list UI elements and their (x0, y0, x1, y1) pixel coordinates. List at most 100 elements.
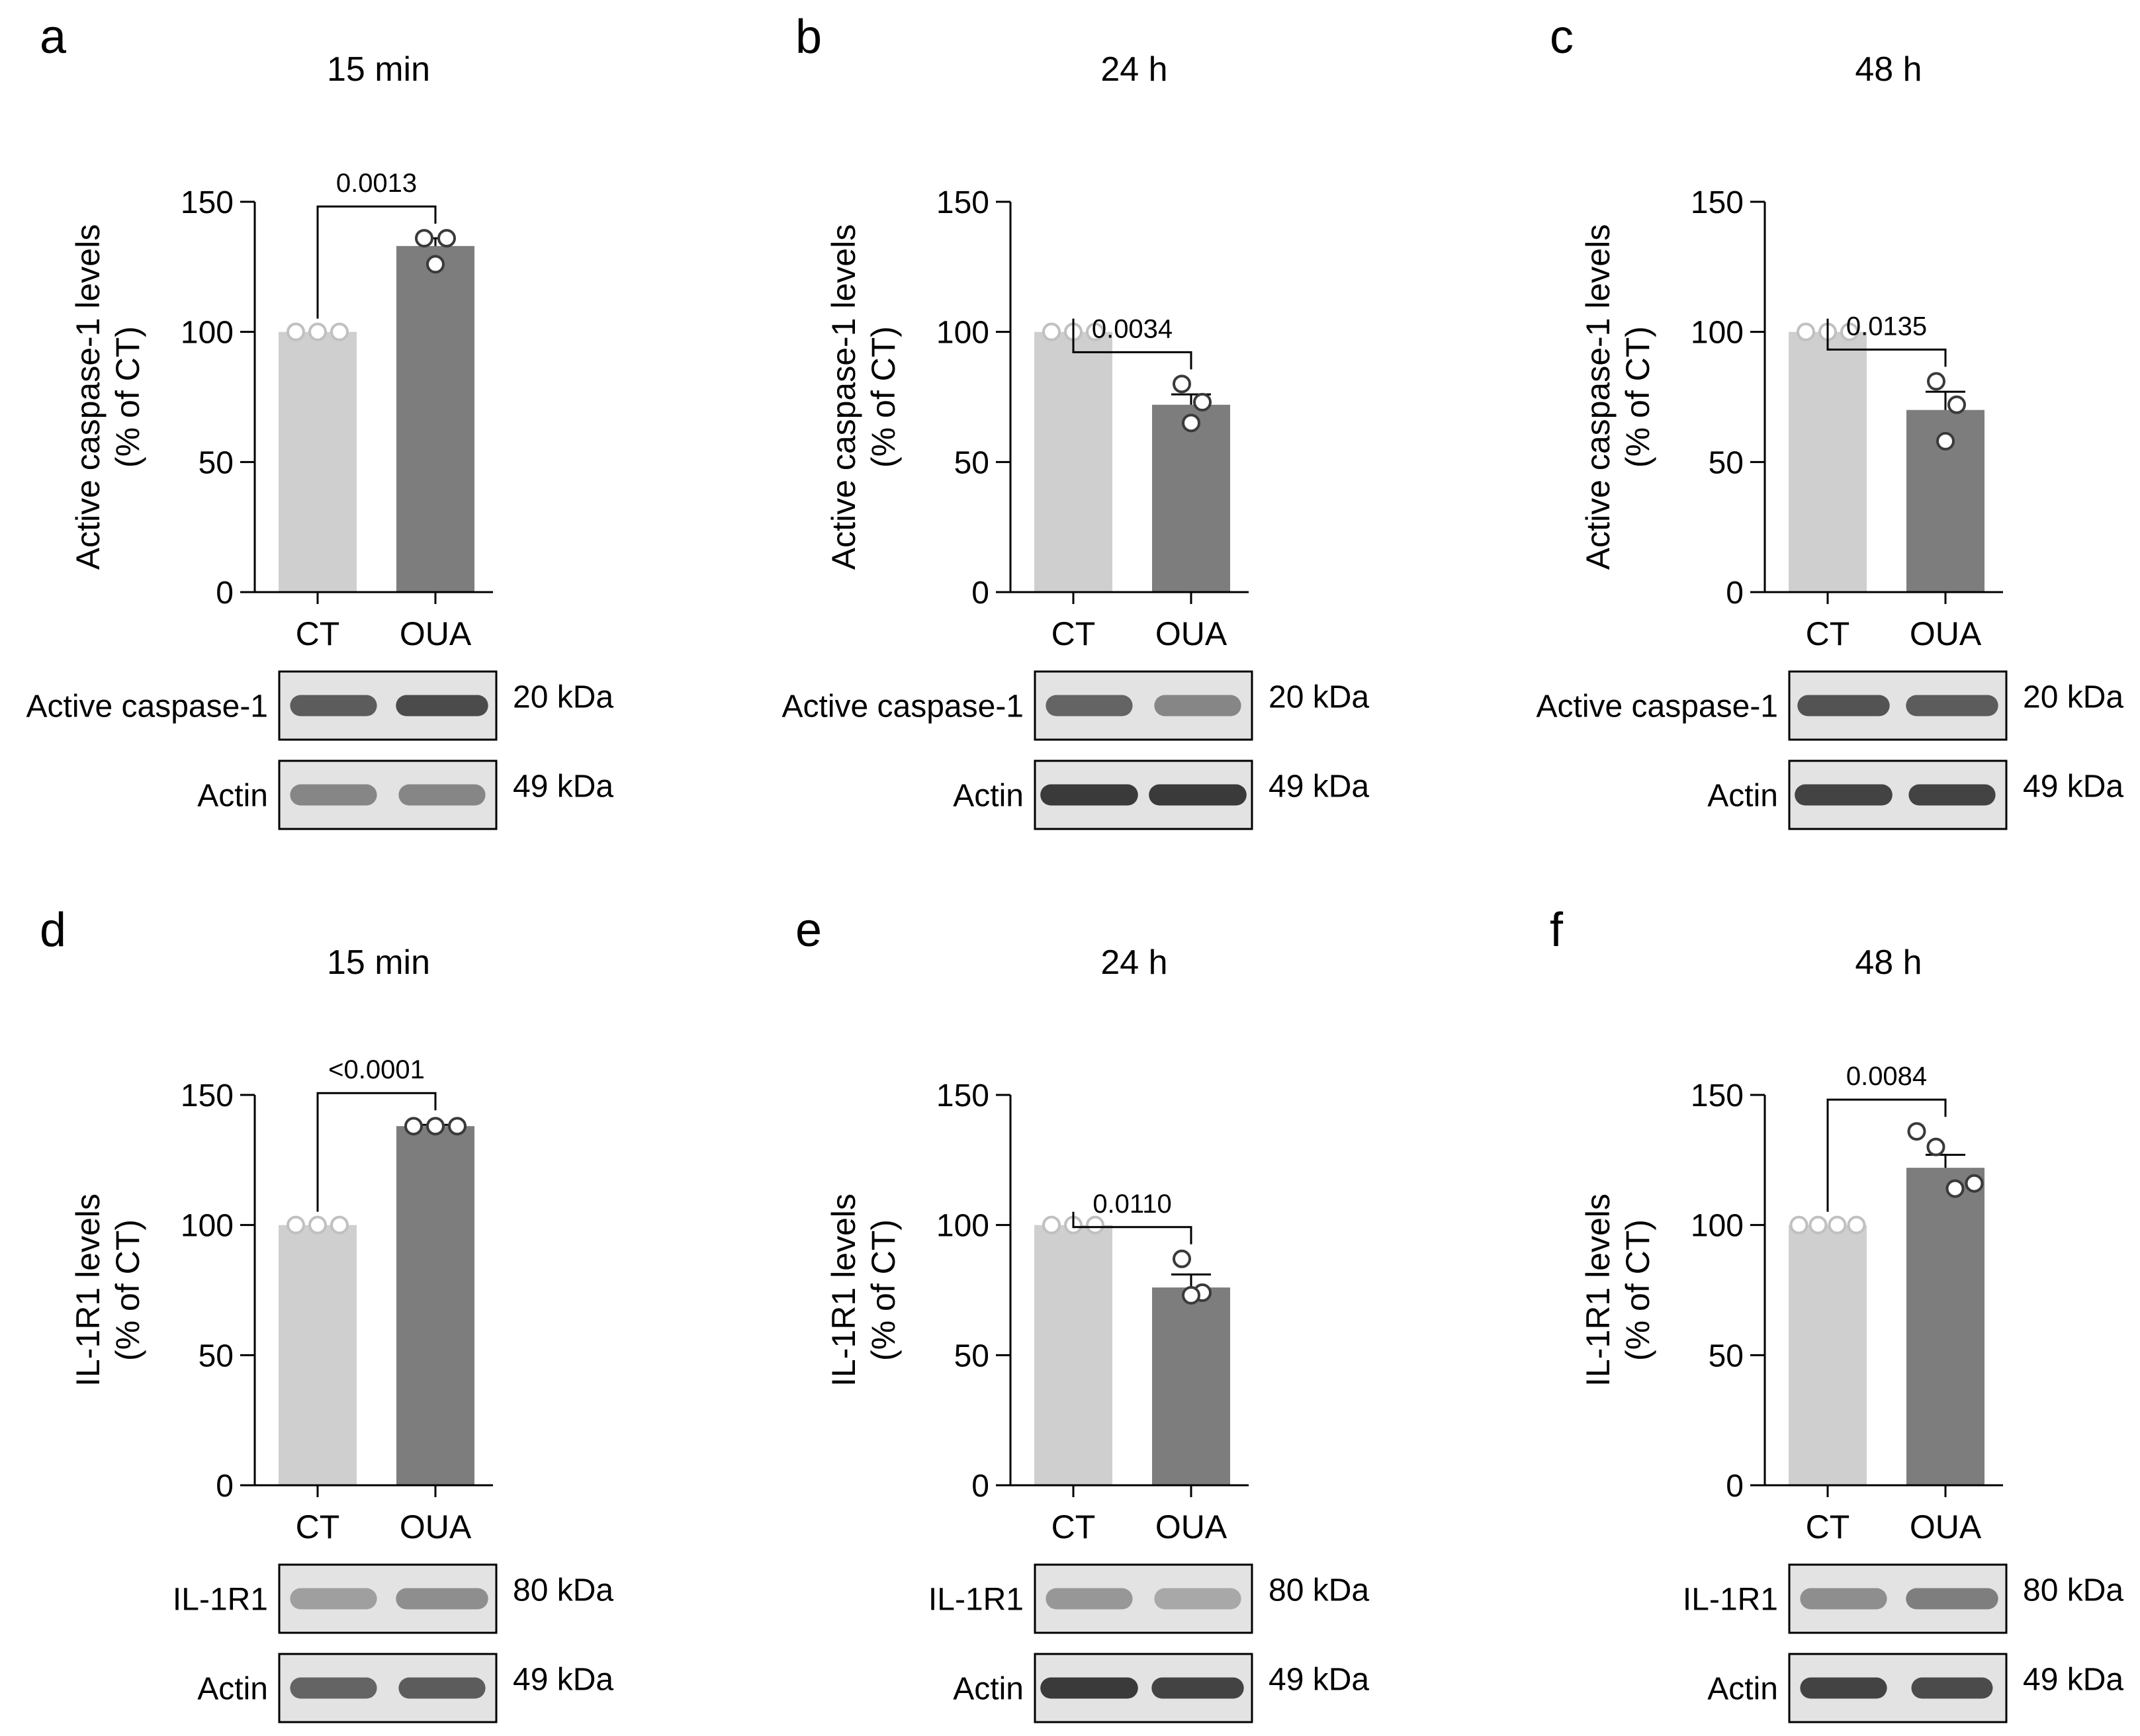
bar-ct (1789, 331, 1867, 592)
blot-strip (1034, 1563, 1253, 1634)
data-point (1808, 1215, 1828, 1235)
x-tick-label: CT (1806, 1508, 1850, 1545)
y-axis-label-line: (% of CT) (109, 1219, 146, 1361)
data-point (1042, 322, 1061, 341)
panel-c: c 48 h Active caspase-1 levels(% of CT) 0 50… (1536, 11, 2123, 830)
y-tick-label: 50 (954, 1338, 989, 1373)
data-point (426, 1117, 445, 1136)
data-point (1947, 395, 1966, 414)
data-point (1847, 1215, 1866, 1235)
panel-e: e 24 h IL-1R1 levels(% of CT) 0 50 100 150 CT OU… (795, 904, 1369, 1723)
data-point (330, 1215, 349, 1235)
blot-label: Actin (1707, 779, 1778, 814)
y-axis-label: Active caspase-1 levels(% of CT) (825, 224, 902, 570)
data-point (1927, 372, 1945, 391)
x-tick-label: OUA (1910, 1508, 1982, 1545)
y-tick-label: 150 (1691, 185, 1744, 220)
blot-band (290, 1677, 377, 1699)
panel-f: f 48 h IL-1R1 levels(% of CT) 0 50 100 150 CT OU… (1550, 904, 2123, 1723)
blot-label: Active caspase-1 (1536, 689, 1778, 724)
y-tick-label: 0 (1726, 1469, 1744, 1504)
y-tick-label: 100 (181, 1209, 234, 1244)
blot-size: 20 kDa (1269, 680, 1369, 715)
x-tick-label: CT (296, 615, 340, 652)
y-axis-label-line: Active caspase-1 levels (69, 224, 107, 570)
data-point (1086, 322, 1104, 341)
panel-title: 24 h (1100, 50, 1167, 89)
blot-size: 80 kDa (1269, 1573, 1369, 1608)
y-axis-label-line: IL-1R1 levels (825, 1194, 862, 1387)
blot-label: Actin (1707, 1672, 1778, 1707)
data-point (415, 229, 433, 248)
blot-size: 49 kDa (513, 1663, 613, 1698)
blot-size: 49 kDa (2023, 1663, 2123, 1698)
y-tick-label: 100 (1691, 316, 1744, 351)
blot-size: 49 kDa (1269, 769, 1369, 804)
y-axis-label-line: IL-1R1 levels (1580, 1194, 1617, 1387)
data-point (426, 255, 445, 274)
p-value: 0.0110 (1092, 1190, 1171, 1219)
blot-band (396, 695, 488, 716)
blot-band (1154, 1588, 1241, 1610)
x-tick-label: OUA (400, 1508, 472, 1545)
bar-ct (1034, 1225, 1112, 1485)
x-tick-label: OUA (400, 615, 472, 652)
bar-ct (279, 1225, 357, 1485)
blot-label: Active caspase-1 (26, 689, 268, 724)
panel-title: 15 min (327, 50, 430, 89)
blot-band (1800, 1588, 1887, 1610)
y-tick-label: 0 (971, 576, 989, 611)
y-axis-label: IL-1R1 levels(% of CT) (825, 1194, 902, 1387)
significance-bracket (316, 205, 437, 319)
blot-size: 49 kDa (2023, 769, 2123, 804)
blot-band (398, 784, 486, 806)
bar-oua (396, 1126, 474, 1485)
blot-label: Actin (197, 779, 268, 814)
y-tick-label: 100 (1691, 1209, 1744, 1244)
y-axis-label-line: (% of CT) (865, 326, 902, 468)
blot-label: Actin (953, 1672, 1024, 1707)
data-point (1945, 1179, 1965, 1198)
data-point (287, 1215, 305, 1235)
y-tick-label: 150 (181, 185, 234, 220)
y-axis-label-line: (% of CT) (865, 1219, 902, 1361)
y-axis-label: Active caspase-1 levels(% of CT) (1580, 224, 1656, 570)
p-value: 0.0135 (1846, 312, 1927, 341)
p-value: 0.0013 (336, 169, 417, 198)
x-tick-label: OUA (1155, 1508, 1227, 1545)
panel-title: 48 h (1855, 943, 1922, 982)
panel-letter: f (1550, 904, 1564, 957)
significance-bracket (1826, 1098, 1947, 1212)
data-point (1086, 1215, 1104, 1235)
y-axis-label-line: (% of CT) (109, 326, 146, 468)
y-tick-label: 50 (199, 445, 234, 480)
data-point (1936, 431, 1955, 451)
bar-ct (1789, 1225, 1867, 1485)
x-tick-label: CT (296, 1508, 340, 1545)
data-point (330, 322, 349, 341)
y-tick-label: 0 (216, 576, 234, 611)
data-point (1193, 392, 1212, 412)
data-point (1173, 1249, 1191, 1268)
panel-letter: c (1550, 11, 1574, 64)
y-tick-label: 50 (954, 445, 989, 480)
blot-band (396, 1588, 488, 1610)
significance-bracket (316, 1092, 437, 1212)
blot-band (1795, 784, 1893, 806)
y-tick-label: 100 (181, 316, 234, 351)
data-point (437, 229, 456, 248)
blot-band (1151, 1677, 1244, 1699)
panel-title: 15 min (327, 943, 430, 982)
data-point (1926, 1137, 1945, 1156)
y-tick-label: 50 (1709, 445, 1744, 480)
data-point (1789, 1215, 1808, 1235)
data-point (1828, 1215, 1847, 1235)
panel-letter: b (795, 11, 822, 64)
x-tick-label: OUA (1155, 615, 1227, 652)
x-tick-label: CT (1051, 1508, 1096, 1545)
p-value: 0.0034 (1092, 314, 1173, 343)
blot-band (1040, 1677, 1138, 1699)
blot-band (1797, 695, 1890, 716)
blot-band (1040, 784, 1138, 806)
y-tick-label: 0 (971, 1469, 989, 1504)
